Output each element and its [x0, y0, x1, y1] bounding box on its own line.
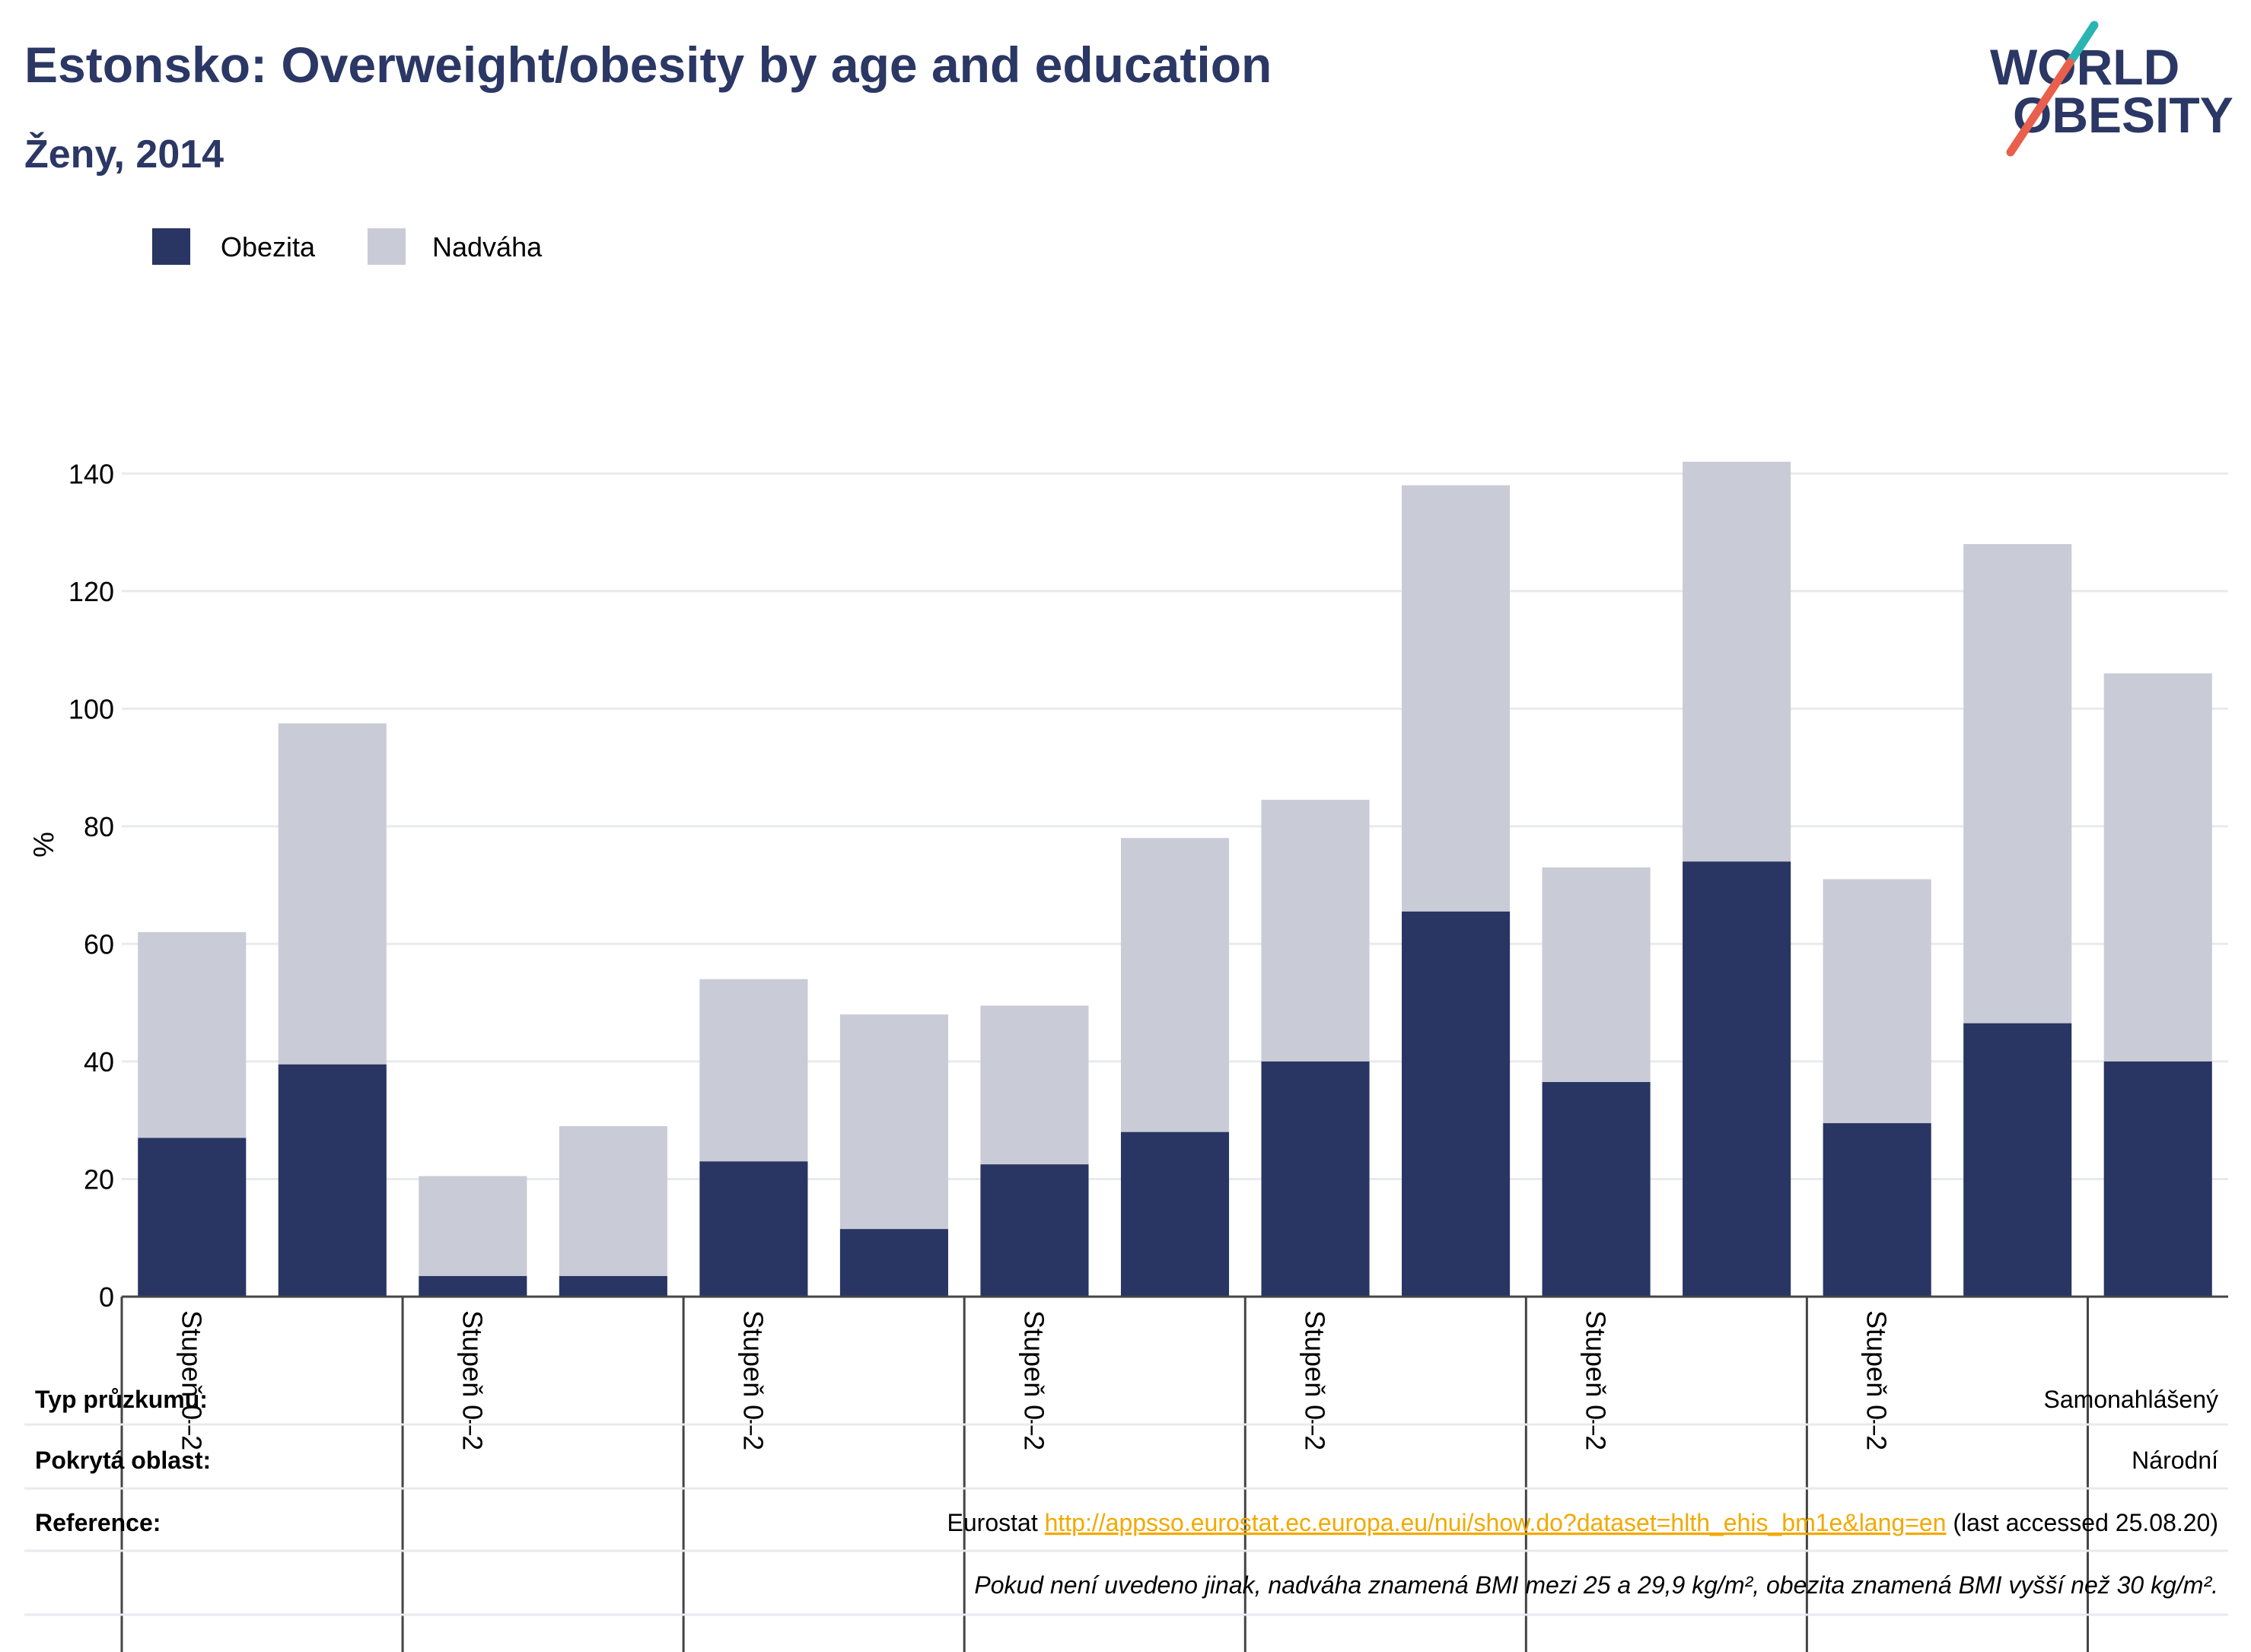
reference-prefix: Eurostat [947, 1509, 1045, 1536]
bar-nadvaha [1402, 485, 1511, 912]
footer: Typ průzkumu: Samonahlášený Pokrytá obla… [24, 1386, 2228, 1616]
bar-nadvaha [559, 1125, 667, 1276]
y-tick-label: 0 [99, 1281, 114, 1313]
bar-obezita [839, 1229, 948, 1297]
category-dividers [120, 1297, 2089, 1652]
bar-obezita [2103, 1061, 2212, 1297]
bar-nadvaha [1120, 838, 1230, 1132]
bar-obezita [138, 1138, 247, 1297]
x-tick-label: Stupeň 0–2 [1861, 1310, 1893, 1450]
bar-nadvaha [278, 723, 387, 1065]
x-tick-label: Stupeň 0–2 [176, 1310, 207, 1450]
bar-obezita [419, 1275, 527, 1297]
footer-label-survey: Typ průzkumu: [35, 1386, 208, 1413]
y-tick-label: 40 [84, 1046, 114, 1077]
bar-nadvaha [699, 979, 808, 1162]
y-tick-label: 60 [84, 928, 114, 960]
world-obesity-logo: WORLD OBESITY [1990, 21, 2233, 157]
bar-nadvaha [419, 1176, 527, 1276]
bar-nadvaha [839, 1014, 948, 1230]
x-tick-label: Stupeň 0–2 [1300, 1310, 1331, 1450]
bar-obezita [559, 1275, 667, 1297]
chart-title: Estonsko: Overweight/obesity by age and … [24, 37, 1272, 93]
footer-reference: Eurostat http://appsso.eurostat.ec.europ… [947, 1509, 2218, 1536]
bar-nadvaha [2103, 673, 2212, 1062]
reference-link[interactable]: http://appsso.eurostat.ec.europa.eu/nui/… [1045, 1509, 1947, 1536]
bar-obezita [1683, 861, 1791, 1297]
footer-note: Pokud není uvedeno jinak, nadváha znamen… [974, 1571, 2218, 1599]
bar-nadvaha [1823, 879, 1931, 1124]
footer-label-coverage: Pokrytá oblast: [35, 1447, 211, 1474]
bar-obezita [1542, 1081, 1651, 1297]
bar-nadvaha [138, 931, 247, 1138]
chart-subtitle: Ženy, 2014 [24, 132, 224, 177]
y-axis-ticks: 0 20 40 60 80 100 120 140 [68, 458, 114, 1313]
bar-obezita [699, 1161, 808, 1297]
y-tick-label: 100 [68, 693, 114, 724]
bar-obezita [1120, 1132, 1230, 1297]
bar-nadvaha [1963, 543, 2072, 1023]
bar-obezita [278, 1064, 387, 1297]
y-tick-label: 80 [84, 811, 114, 842]
footer-value-coverage: Národní [2132, 1447, 2218, 1474]
legend: Obezita Nadváha [152, 228, 543, 265]
bar-nadvaha [1683, 461, 1791, 862]
legend-swatch-nadvaha [368, 228, 406, 265]
x-tick-label: Stupeň 0–2 [457, 1310, 488, 1450]
bar-obezita [1963, 1023, 2072, 1297]
legend-label-obezita: Obezita [221, 231, 316, 263]
legend-label-nadvaha: Nadváha [432, 231, 543, 263]
y-tick-label: 120 [68, 576, 114, 607]
reference-suffix: (last accessed 25.08.20) [1946, 1509, 2218, 1536]
bars [138, 461, 2212, 1297]
bar-obezita [1823, 1123, 1931, 1297]
footer-value-survey: Samonahlášený [2044, 1386, 2218, 1413]
footer-label-reference: Reference: [35, 1509, 161, 1536]
bar-nadvaha [1261, 800, 1370, 1062]
bar-obezita [1261, 1061, 1370, 1297]
bar-obezita [1402, 911, 1511, 1297]
x-tick-label: Stupeň 0–2 [737, 1310, 769, 1450]
bar-obezita [980, 1164, 1089, 1297]
legend-swatch-obezita [152, 228, 190, 265]
y-axis-title: % [28, 832, 60, 858]
logo-slash-red [2006, 58, 2074, 157]
logo-slash-teal [2065, 21, 2099, 67]
x-tick-label: Stupeň 0–2 [1581, 1310, 1612, 1450]
y-tick-label: 20 [84, 1163, 114, 1195]
logo-line-1: WORLD [1990, 39, 2179, 95]
bar-nadvaha [1542, 867, 1651, 1082]
x-tick-label: Stupeň 0–2 [1018, 1310, 1049, 1450]
bar-nadvaha [980, 1005, 1089, 1165]
y-tick-label: 140 [68, 458, 114, 489]
x-axis-ticks: Stupeň 0–2 Stupeň 0–2 Stupeň 0–2 Stupeň 0–2… [176, 1310, 1892, 1450]
